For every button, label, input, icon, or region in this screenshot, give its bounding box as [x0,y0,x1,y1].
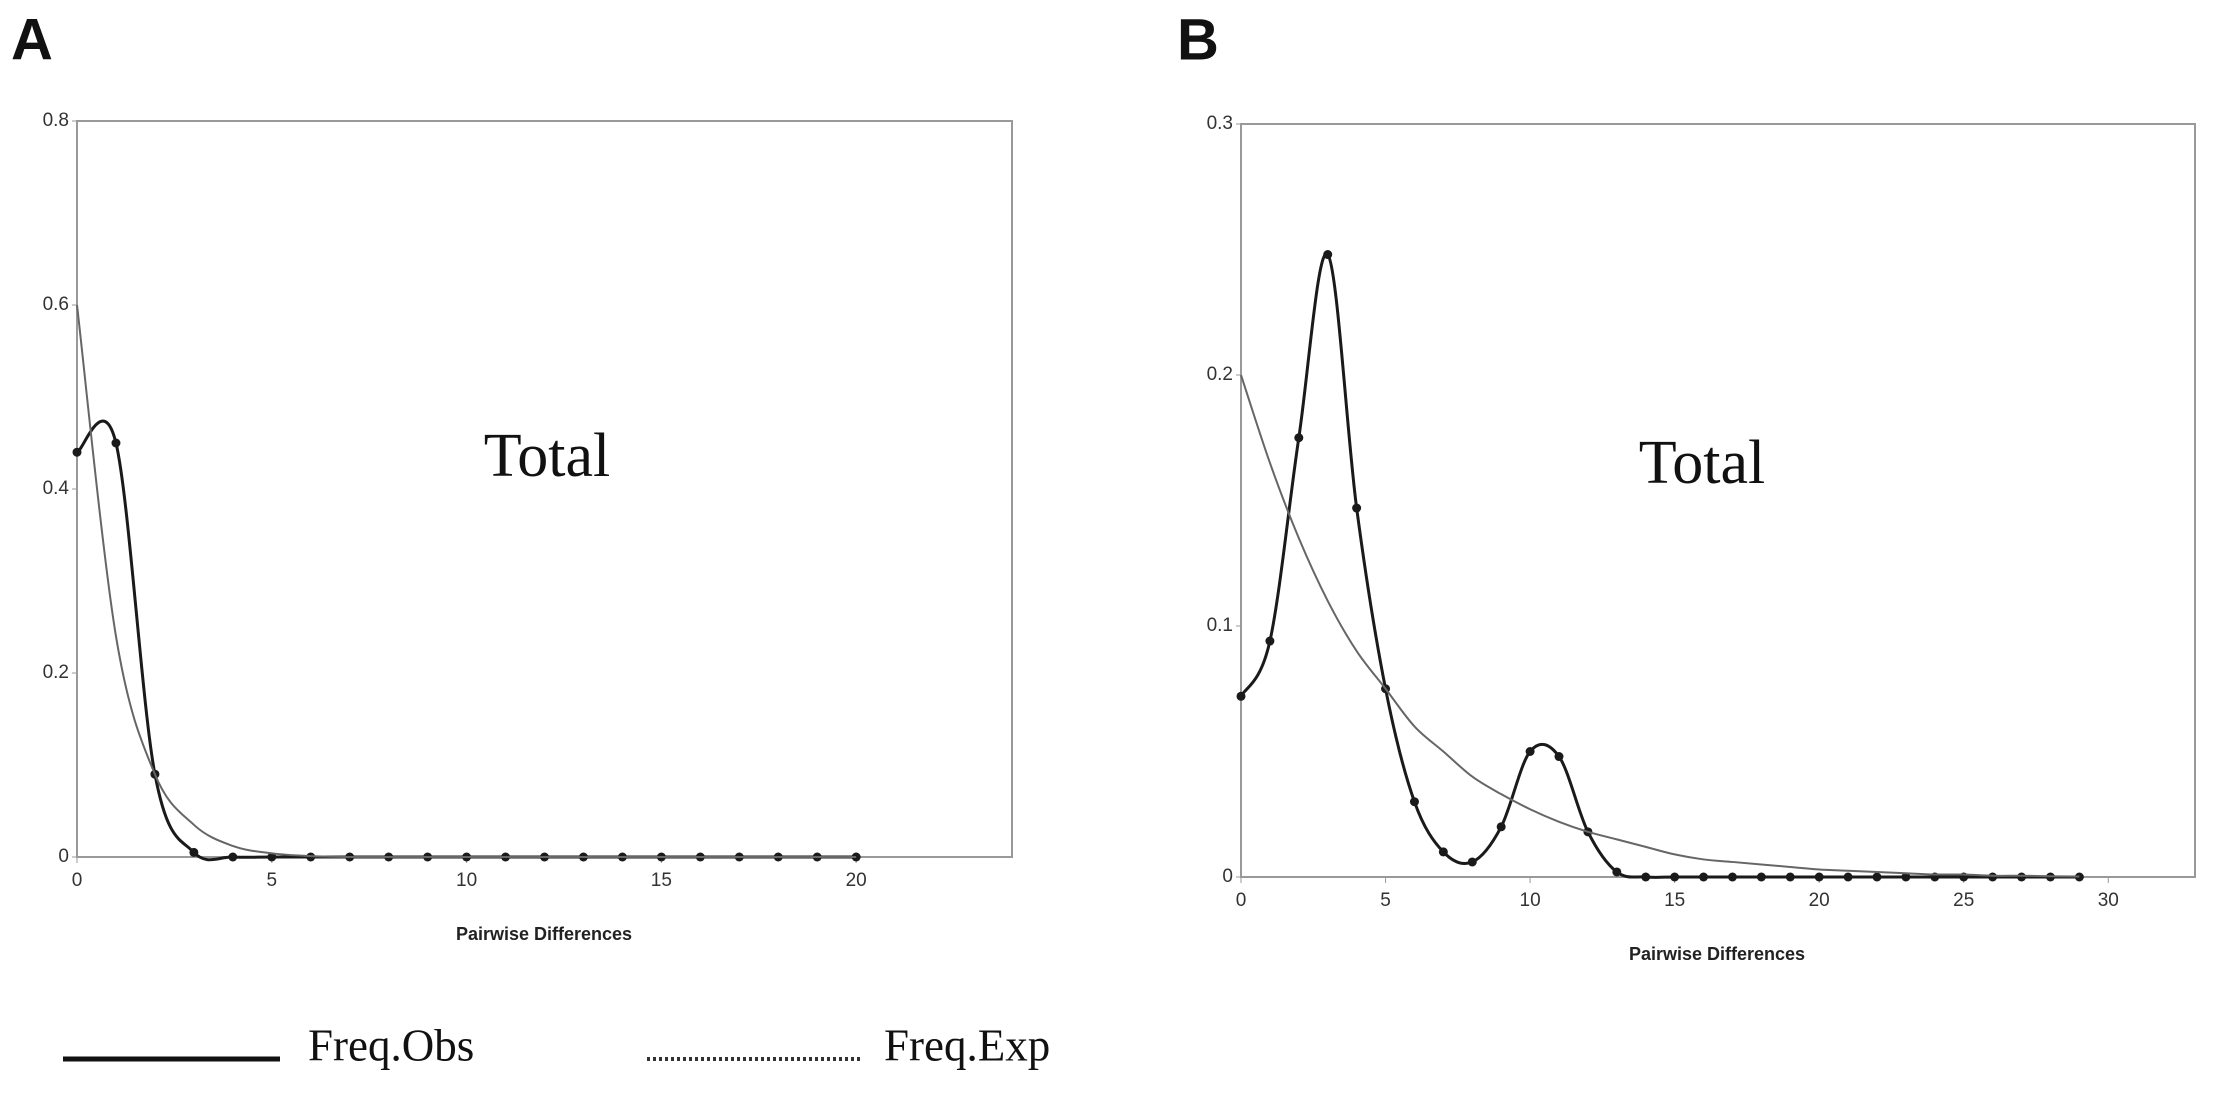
data-point [1612,867,1622,877]
x-tick-label: 15 [651,870,672,891]
y-tick-label: 0 [58,846,69,867]
y-tick-label: 0.3 [1207,113,1233,134]
data-point [1409,797,1419,807]
x-tick-label: 15 [1664,890,1685,911]
y-tick-label: 0.6 [43,294,69,315]
data-point [72,447,82,457]
x-axis-label: Pairwise Differences [456,924,632,944]
data-point [111,438,121,448]
x-tick-label: 25 [1953,890,1974,911]
plot-frame [1240,123,2196,878]
data-point [1554,752,1564,762]
legend-label: Freq.Exp [884,1020,1050,1070]
x-axis-label: Pairwise Differences [1629,944,1805,964]
data-point [1352,503,1362,513]
data-point [189,847,199,857]
series-line [1239,252,2080,879]
x-tick-label: 10 [456,870,477,891]
plot-title: Total [484,422,611,490]
data-point [1467,857,1477,867]
y-tick-label: 0 [1222,866,1233,887]
legend-label: Freq.Obs [308,1020,474,1070]
y-tick-label: 0.8 [43,110,69,131]
x-tick-label: 5 [1380,890,1391,911]
data-point [228,852,238,862]
data-point [1699,872,1709,882]
y-tick-label: 0.2 [1207,364,1233,385]
data-point [267,852,277,862]
x-tick-label: 0 [72,870,83,891]
series-line [76,419,857,862]
data-point [2017,872,2027,882]
series-line [1240,374,2080,878]
x-tick-label: 30 [2098,890,2119,911]
data-point [1496,822,1506,832]
data-point [1294,433,1304,443]
data-point [1323,250,1333,260]
data-point [1641,872,1651,882]
y-tick-label: 0.1 [1207,615,1233,636]
y-tick-label: 0.2 [43,662,69,683]
x-tick-label: 20 [846,870,867,891]
data-point [2074,872,2084,882]
data-point [1236,691,1246,701]
y-tick-label: 0.4 [43,478,70,499]
plot-title: Total [1639,429,1766,497]
series-line [76,304,857,859]
data-point [1756,872,1766,882]
x-tick-label: 5 [267,870,278,891]
data-point [1525,747,1535,756]
x-tick-label: 20 [1809,890,1830,911]
data-point [1727,872,1737,882]
data-point [1814,872,1824,882]
data-point [1988,872,1998,882]
x-tick-label: 0 [1236,890,1247,911]
panel-label: B [1177,7,1219,72]
data-point [1265,636,1275,646]
data-point [1843,872,1853,882]
data-point [1872,872,1882,882]
x-tick-label: 10 [1520,890,1541,911]
data-point [1438,847,1448,857]
data-point [1785,872,1795,882]
data-point [1670,872,1680,882]
data-point [1901,872,1911,882]
panel-label: A [11,7,53,72]
